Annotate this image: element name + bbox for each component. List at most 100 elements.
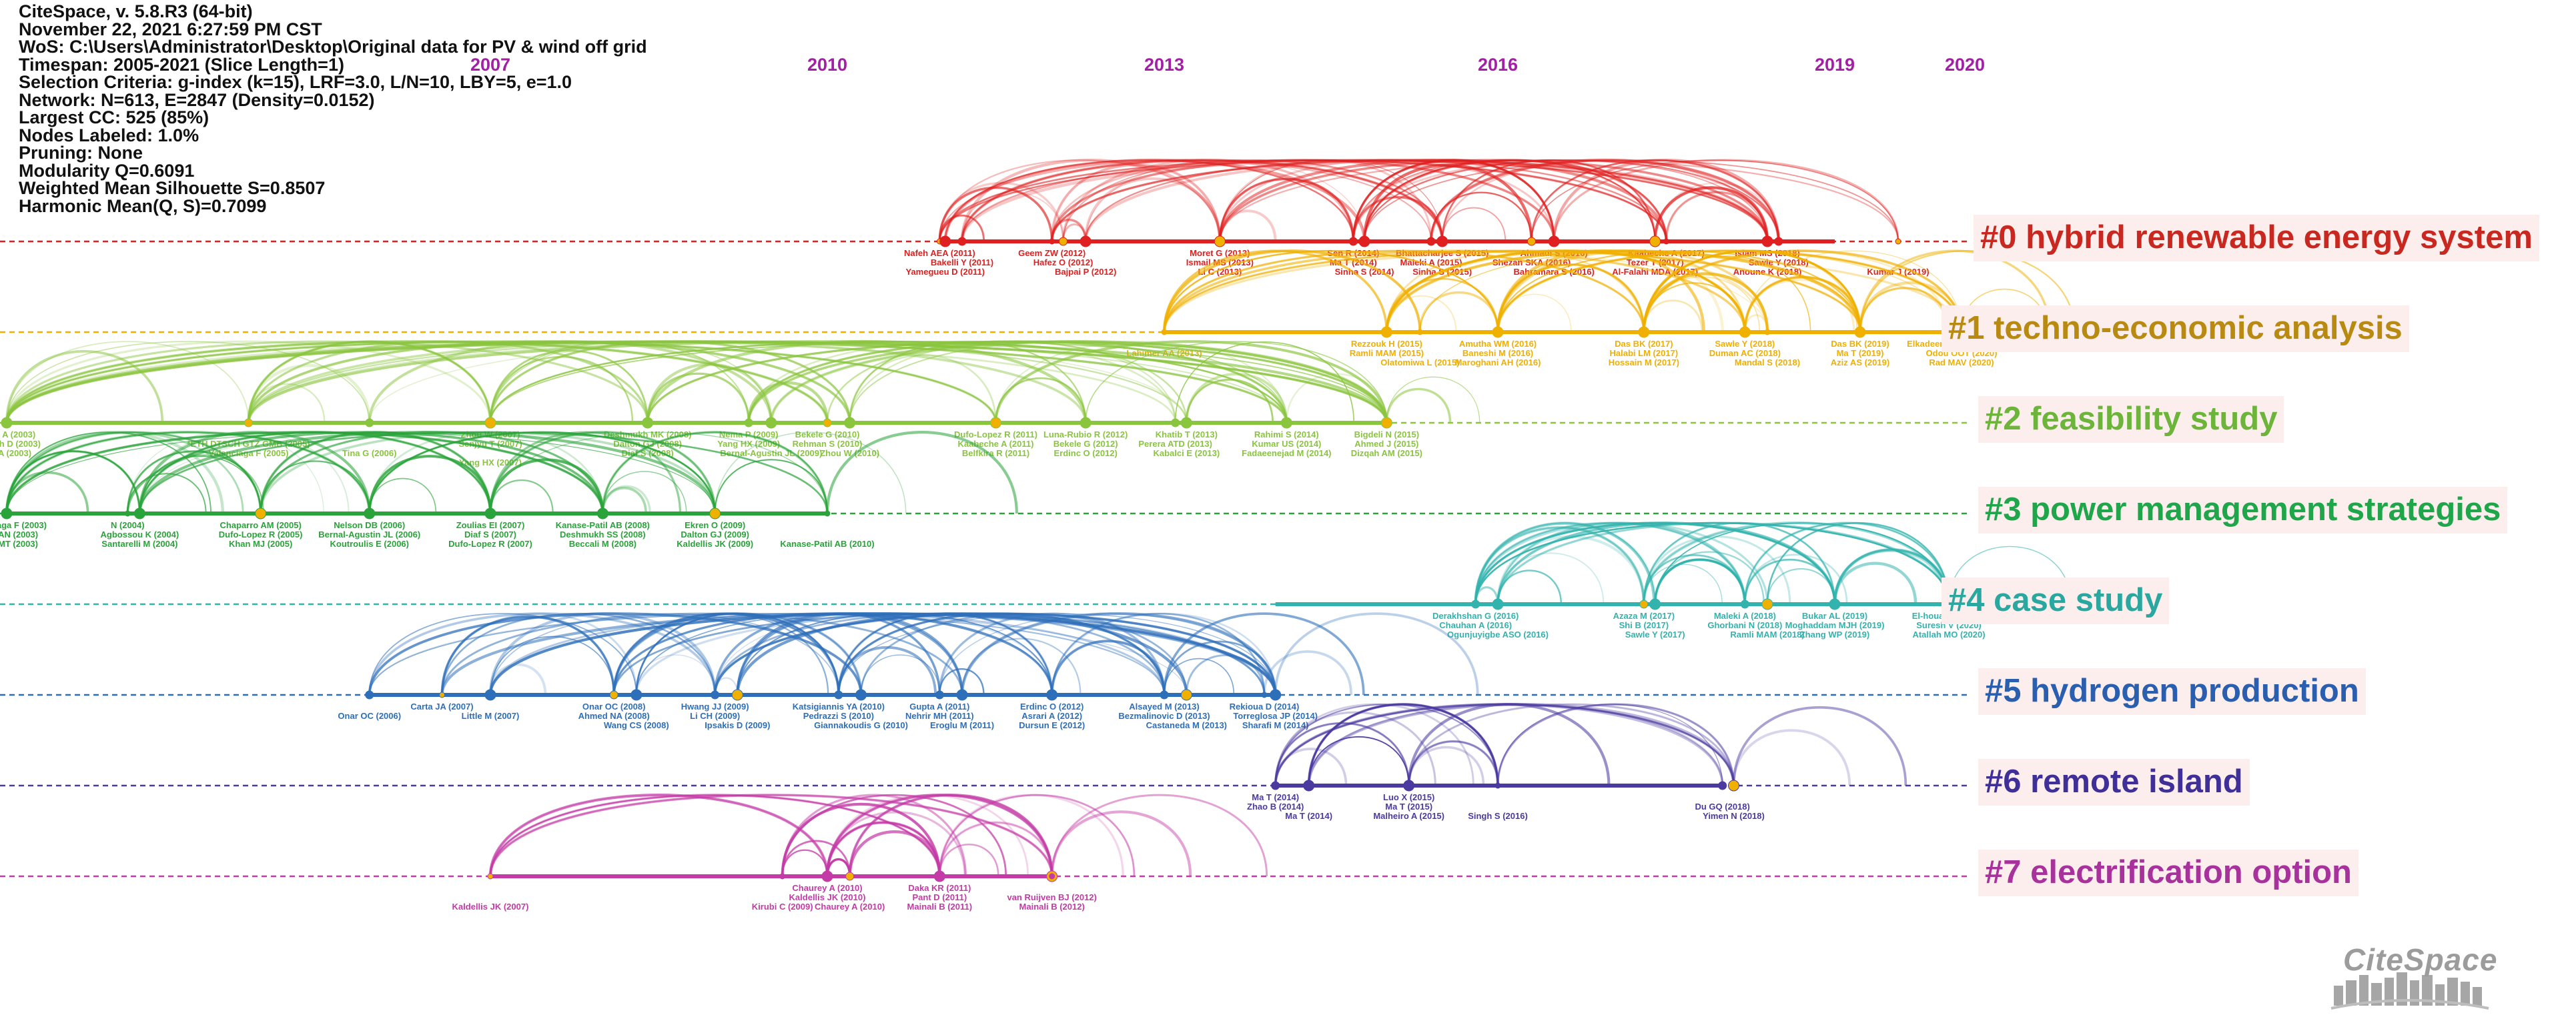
cluster-label-6[interactable]: #6 remote island <box>1978 759 2250 806</box>
cluster-label-4[interactable]: #4 case study <box>1942 578 2170 624</box>
cluster-label-3[interactable]: #3 power management strategies <box>1978 487 2508 534</box>
reference-node[interactable] <box>1740 600 1749 609</box>
reference-node[interactable] <box>1494 782 1501 789</box>
reference-node[interactable] <box>1728 780 1739 792</box>
reference-node[interactable] <box>484 689 496 701</box>
reference-node[interactable] <box>365 690 374 700</box>
reference-node[interactable] <box>1895 238 1901 245</box>
reference-node[interactable] <box>1718 781 1727 790</box>
reference-node[interactable] <box>731 689 743 701</box>
reference-node[interactable] <box>642 417 654 429</box>
cluster-label-7[interactable]: #7 electrification option <box>1978 850 2358 896</box>
reference-node[interactable] <box>1358 235 1370 247</box>
reference-node[interactable] <box>133 507 145 520</box>
reference-node[interactable] <box>779 873 786 880</box>
reference-node[interactable] <box>1080 417 1092 429</box>
reference-node[interactable] <box>1348 237 1358 246</box>
reference-node[interactable] <box>1829 598 1841 610</box>
reference-node[interactable] <box>630 689 642 701</box>
reference-node[interactable] <box>1471 600 1480 609</box>
reference-node[interactable] <box>364 507 376 520</box>
reference-node[interactable] <box>1271 781 1280 790</box>
citation-arc <box>1474 522 1950 605</box>
reference-node[interactable] <box>1639 600 1649 609</box>
reference-node[interactable] <box>1761 598 1773 610</box>
reference-node[interactable] <box>439 692 445 698</box>
reference-node[interactable] <box>1171 418 1180 427</box>
reference-node[interactable] <box>1403 780 1415 792</box>
reference-node[interactable] <box>956 689 968 701</box>
reference-node[interactable] <box>1663 238 1669 245</box>
reference-node[interactable] <box>1649 235 1661 247</box>
reference-node[interactable] <box>609 690 618 700</box>
reference-node[interactable] <box>844 417 856 429</box>
reference-node[interactable] <box>1046 689 1058 701</box>
reference-node[interactable] <box>1426 237 1436 246</box>
reference-node[interactable] <box>1641 329 1647 335</box>
cluster-label-5[interactable]: #5 hydrogen production <box>1978 668 2366 715</box>
reference-node[interactable] <box>1161 329 1168 335</box>
reference-label: Daka KR (2011) <box>908 883 971 893</box>
reference-node[interactable] <box>1059 237 1067 246</box>
reference-node[interactable] <box>935 690 944 700</box>
reference-node[interactable] <box>845 872 855 881</box>
cluster-label-2[interactable]: #2 feasibility study <box>1978 396 2284 443</box>
reference-node[interactable] <box>1270 689 1282 701</box>
reference-node[interactable] <box>1180 417 1192 429</box>
reference-node[interactable] <box>709 507 721 520</box>
reference-node[interactable] <box>1380 417 1392 429</box>
cluster-label-0[interactable]: #0 hybrid renewable energy system <box>1974 215 2539 261</box>
cluster-label-1[interactable]: #1 techno-economic analysis <box>1942 305 2409 352</box>
reference-node[interactable] <box>124 510 131 517</box>
reference-node[interactable] <box>765 417 777 429</box>
reference-label: Khan MJ (2005) <box>229 539 292 549</box>
reference-node[interactable] <box>1764 329 1771 335</box>
reference-node[interactable] <box>957 237 967 246</box>
reference-node[interactable] <box>596 507 608 520</box>
reference-node[interactable] <box>1494 329 1501 335</box>
reference-node[interactable] <box>1436 235 1448 247</box>
reference-node[interactable] <box>487 873 494 880</box>
reference-node[interactable] <box>821 870 833 882</box>
reference-node[interactable] <box>1380 326 1392 338</box>
citation-arc <box>6 341 997 423</box>
reference-node[interactable] <box>834 690 843 700</box>
reference-node[interactable] <box>990 417 1001 429</box>
reference-node[interactable] <box>1180 689 1192 701</box>
reference-label: Rahimi S (2014) <box>1254 429 1319 439</box>
reference-node[interactable] <box>1649 598 1661 610</box>
reference-label: Rezzouk H (2015) <box>1351 339 1422 349</box>
reference-node[interactable] <box>484 507 496 520</box>
reference-node[interactable] <box>1280 417 1292 429</box>
cluster-6: Ma T (2014)Zhao B (2014)Ma T (2014) Luo X… <box>0 702 1968 821</box>
reference-node[interactable] <box>1527 237 1536 246</box>
reference-node[interactable] <box>1761 235 1773 247</box>
reference-node[interactable] <box>1080 235 1092 247</box>
reference-node[interactable] <box>1214 235 1226 247</box>
reference-node[interactable] <box>1492 598 1504 610</box>
reference-node[interactable] <box>855 689 867 701</box>
reference-node[interactable] <box>244 418 253 427</box>
reference-node[interactable] <box>1 507 13 520</box>
reference-node[interactable] <box>1160 690 1169 700</box>
reference-node[interactable] <box>711 690 720 700</box>
reference-node[interactable] <box>365 418 374 427</box>
reference-node[interactable] <box>744 418 753 427</box>
reference-node[interactable] <box>823 418 832 427</box>
reference-node[interactable] <box>484 417 496 429</box>
reference-node[interactable] <box>1261 692 1268 698</box>
reference-node[interactable] <box>1049 873 1055 880</box>
reference-node[interactable] <box>1774 237 1783 246</box>
reference-node[interactable] <box>1739 326 1751 338</box>
reference-node[interactable] <box>939 235 951 247</box>
reference-node[interactable] <box>1049 238 1055 245</box>
reference-node[interactable] <box>1857 329 1863 335</box>
reference-node[interactable] <box>1548 235 1560 247</box>
reference-node[interactable] <box>1303 780 1315 792</box>
reference-node[interactable] <box>1 417 13 429</box>
reference-node[interactable] <box>935 872 944 881</box>
reference-node[interactable] <box>1416 329 1423 335</box>
citation-arc <box>1642 521 1951 605</box>
reference-node[interactable] <box>255 507 267 520</box>
reference-node[interactable] <box>824 510 831 517</box>
